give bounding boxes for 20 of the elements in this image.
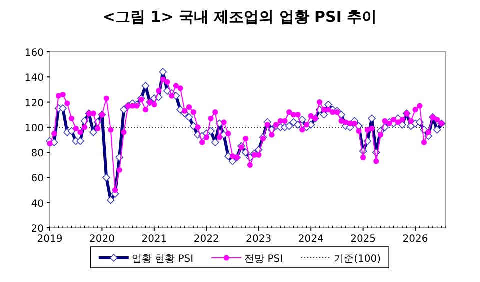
x-tick-label: 2026 <box>402 234 428 245</box>
legend-label: 전망 PSI <box>244 254 284 265</box>
x-tick-label: 2019 <box>37 234 63 245</box>
y-tick-label: 160 <box>24 48 44 59</box>
x-tick-label: 2021 <box>142 234 168 245</box>
y-tick-label: 80 <box>31 148 44 160</box>
x-tick-label: 2025 <box>350 234 376 245</box>
x-tick-label: 2022 <box>194 234 220 245</box>
legend-label: 업황 현황 PSI <box>132 254 194 265</box>
y-tick-label: 40 <box>31 198 44 210</box>
x-tick-label: 2024 <box>298 234 324 245</box>
x-tick-label: 2023 <box>246 234 272 245</box>
y-tick-label: 60 <box>31 174 44 185</box>
x-tick-label: 2020 <box>89 234 115 245</box>
y-tick-label: 20 <box>31 224 44 235</box>
y-tick-label: 120 <box>24 98 44 110</box>
title: <그림 1> 국내 제조업의 업황 PSI 추이 <box>102 8 378 26</box>
y-tick-label: 140 <box>24 73 44 84</box>
y-tick-label: 100 <box>24 123 44 134</box>
legend-label: 기준(100) <box>334 254 382 265</box>
